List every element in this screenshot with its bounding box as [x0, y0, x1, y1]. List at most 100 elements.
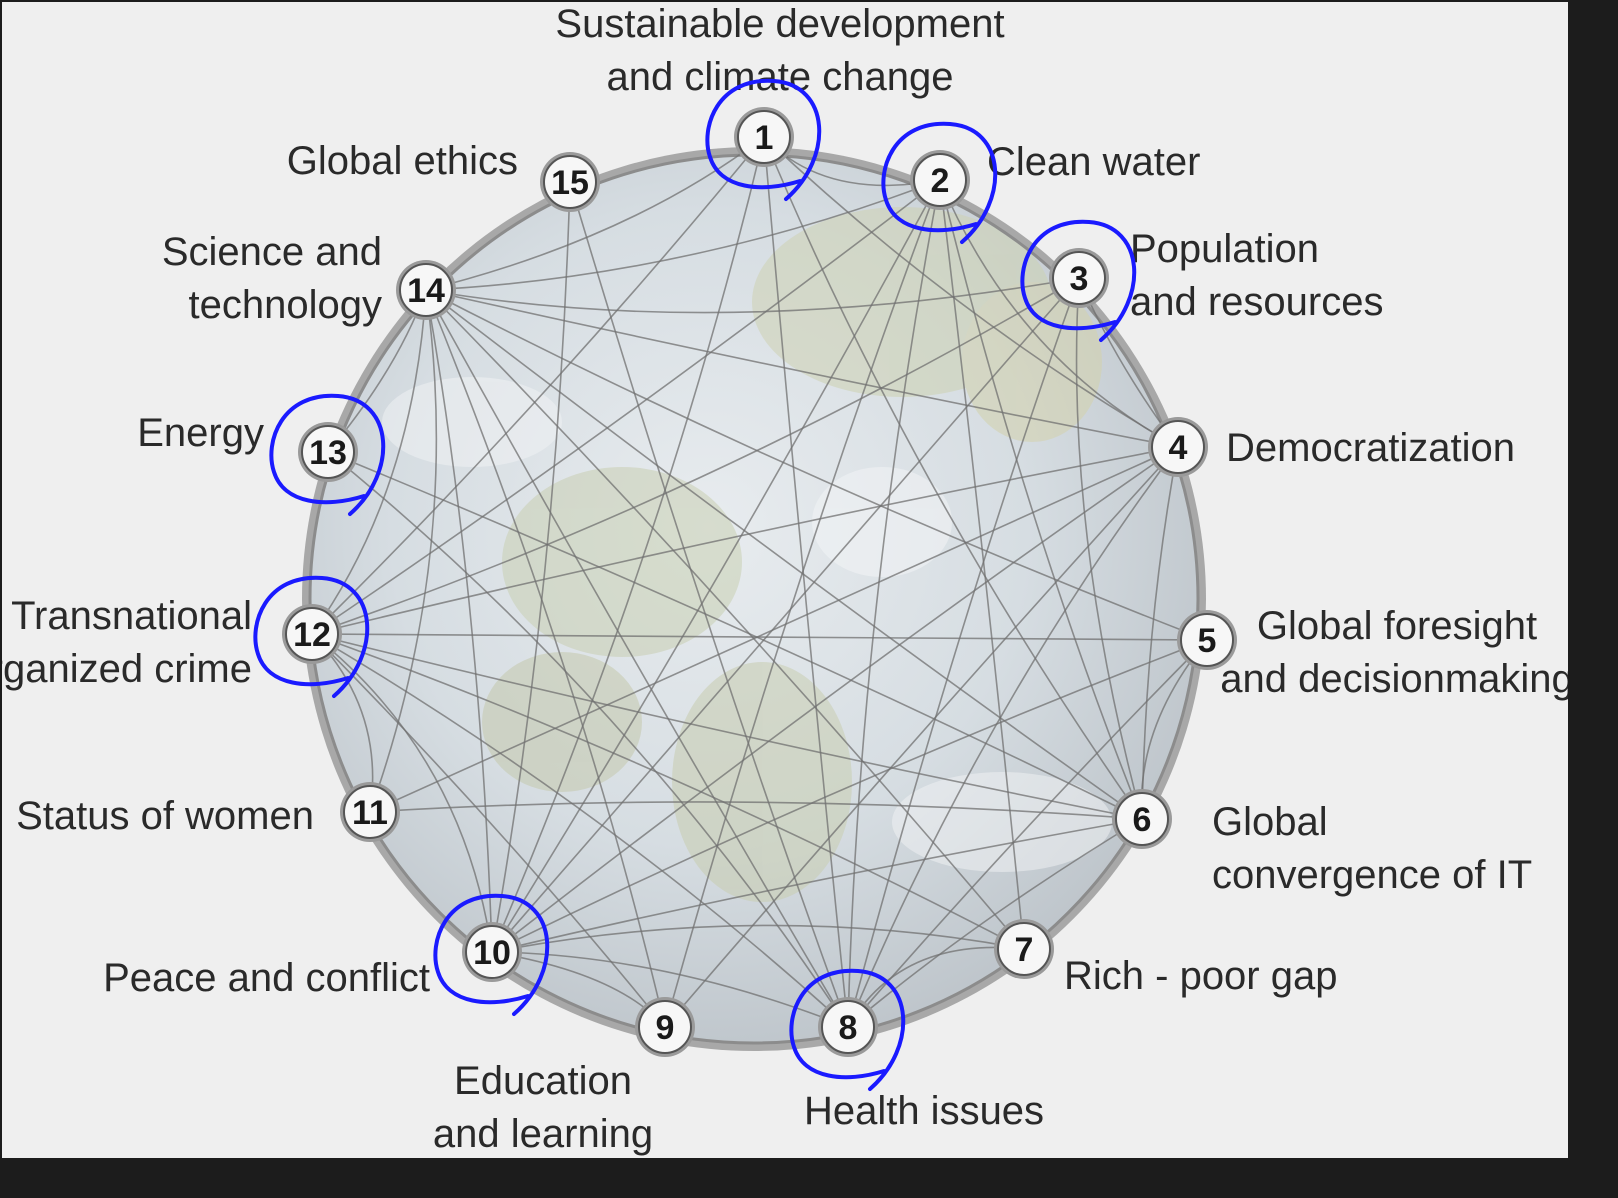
annotation-circle	[789, 968, 906, 1091]
node-label-1: Sustainable development and climate chang…	[555, 2, 1004, 99]
node-label-line: Energy	[137, 411, 264, 455]
annotation-layer	[253, 78, 1137, 1091]
connector-line	[425, 289, 1208, 641]
node-14: 14	[396, 260, 456, 320]
annotation-circle	[881, 121, 998, 244]
node-label-4: Democratization	[1226, 426, 1515, 470]
connector-line	[491, 818, 1143, 953]
node-label-line: Science and	[162, 230, 382, 274]
node-label-line: Global foresight	[1257, 604, 1537, 648]
connector-line	[491, 181, 571, 953]
connector-line	[311, 633, 1208, 641]
land-mass	[482, 652, 642, 792]
node-label-line: and climate change	[607, 55, 954, 99]
node-number: 11	[352, 794, 388, 832]
node-label-line: organized crime	[2, 647, 252, 691]
connector-line	[425, 289, 493, 953]
connector-line	[1141, 446, 1179, 820]
node-label-15: Global ethics	[287, 139, 518, 183]
node-label-line: Global	[1212, 800, 1328, 844]
connector-line	[763, 136, 849, 1028]
connector-line	[847, 818, 1143, 1028]
connector-line	[311, 633, 849, 1028]
node-number: 13	[309, 434, 347, 472]
node-label-9: Education and learning	[433, 1059, 653, 1156]
connector-line	[1075, 277, 1143, 820]
globe-background	[302, 147, 1206, 1051]
node-7: 7	[994, 919, 1054, 979]
node-number: 12	[293, 616, 331, 654]
node-12: 12	[282, 604, 342, 664]
node-9: 9	[635, 997, 695, 1057]
annotation-circle	[1020, 219, 1137, 342]
connector-line	[369, 289, 438, 813]
connector-line	[311, 289, 427, 635]
node-label-12: Transnational organized crime	[2, 594, 252, 691]
connector-line	[847, 639, 1208, 1028]
node-label-10: Peace and conflict	[103, 956, 430, 1000]
node-5: 5	[1177, 610, 1237, 670]
annotation-circle	[269, 393, 386, 516]
connector-line	[763, 136, 1143, 820]
node-label-6: Global convergence of IT	[1212, 800, 1532, 897]
node-15: 15	[540, 152, 600, 212]
diagram-frame: 1 2 3 4 5 6 7 8 9 10 11 12 13 14 15 Sustainable develo…	[2, 2, 1568, 1158]
node-number: 9	[656, 1009, 675, 1047]
node-10: 10	[462, 922, 522, 982]
connector-line	[425, 289, 1025, 950]
cloud	[892, 772, 1112, 872]
node-label-line: and decisionmaking	[1220, 657, 1568, 701]
node-number: 2	[931, 162, 950, 200]
connector-line	[569, 181, 849, 1028]
cloud	[812, 467, 952, 577]
node-label-line: Population	[1130, 227, 1319, 271]
label-layer: Sustainable development and climate chang…	[2, 2, 1568, 1156]
node-label-line: Peace and conflict	[103, 956, 430, 1000]
connector-line	[311, 136, 765, 635]
connector-line	[425, 289, 666, 1028]
node-label-line: Democratization	[1226, 426, 1515, 470]
node-label-line: Education	[454, 1059, 632, 1103]
node-3: 3	[1049, 248, 1109, 308]
node-number: 14	[407, 272, 445, 310]
connector-line	[664, 446, 1179, 1028]
node-label-11: Status of women	[16, 794, 314, 838]
cloud	[382, 377, 562, 467]
node-label-3: Population and resources	[1130, 227, 1383, 324]
connector-line	[491, 639, 1208, 953]
connector-line	[939, 179, 1143, 820]
annotation-circle	[433, 893, 550, 1016]
node-label-line: convergence of IT	[1212, 853, 1532, 897]
node-1: 1	[734, 107, 794, 167]
node-number: 10	[473, 934, 511, 972]
node-6: 6	[1112, 789, 1172, 849]
connector-lines	[311, 136, 1208, 1028]
connector-line	[311, 446, 1179, 635]
node-13: 13	[298, 422, 358, 482]
connector-line	[311, 633, 1143, 820]
connector-line	[425, 289, 1143, 820]
connector-line	[311, 633, 493, 953]
annotation-circle	[253, 575, 370, 698]
connector-line	[491, 179, 941, 953]
node-label-14: Science and technology	[162, 230, 382, 327]
node-label-5: Global foresight and decisionmaking	[1220, 604, 1568, 701]
connector-line	[327, 451, 849, 1028]
connector-line	[311, 179, 941, 635]
node-label-line: Sustainable development	[555, 2, 1004, 46]
node-label-line: and learning	[433, 1112, 653, 1156]
connector-line	[425, 289, 1179, 448]
connector-line	[491, 446, 1179, 953]
connector-line	[847, 277, 1080, 1028]
land-mass	[962, 282, 1102, 442]
node-number: 4	[1169, 429, 1188, 467]
node-number: 1	[755, 119, 774, 157]
node-11: 11	[340, 782, 400, 842]
node-4: 4	[1148, 417, 1208, 477]
node-label-line: and resources	[1130, 280, 1383, 324]
connector-line	[491, 951, 849, 1028]
connector-line	[491, 924, 1025, 953]
connector-line	[847, 179, 941, 1028]
